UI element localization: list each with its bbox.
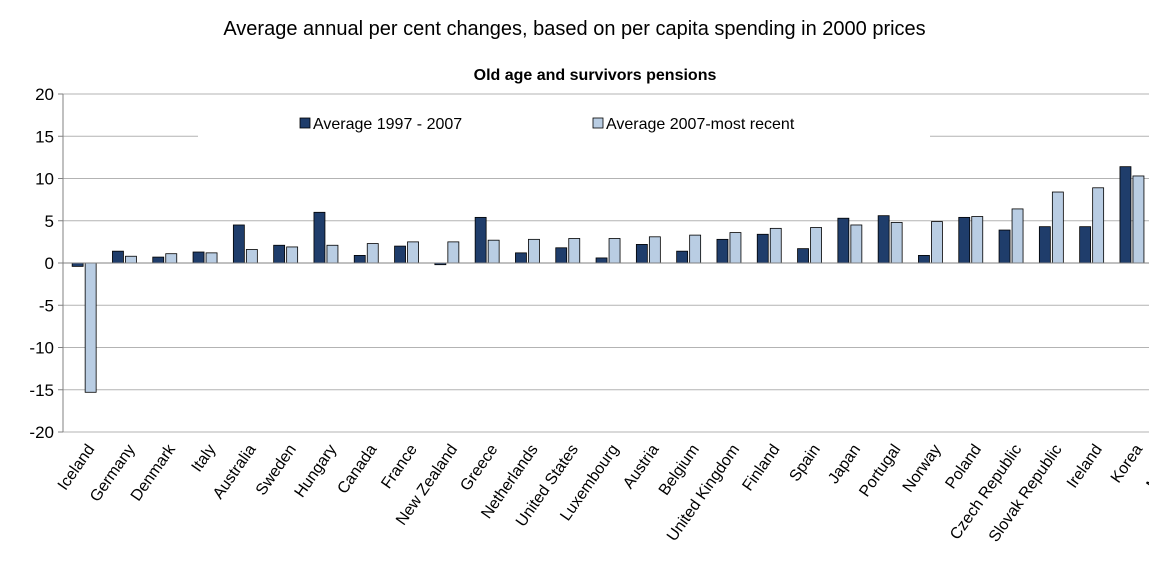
x-tick-label: Canada <box>334 441 380 497</box>
bar-average-1997-2007 <box>918 254 930 264</box>
x-tick-label: Norway <box>900 442 945 496</box>
x-tick-label: France <box>378 441 421 492</box>
bar-average-2007-most-recent <box>1051 191 1064 264</box>
chart-title: Old age and survivors pensions <box>474 67 717 84</box>
axes <box>62 94 1149 432</box>
y-tick-label: 10 <box>35 170 54 189</box>
bar-average-1997-2007 <box>232 224 245 264</box>
x-tick-label: Korea <box>1108 441 1146 486</box>
x-tick-label: Hungary <box>292 442 341 501</box>
y-tick-label: 0 <box>45 254 54 273</box>
bar-average-1997-2007 <box>877 215 890 264</box>
bar-average-1997-2007 <box>353 254 366 264</box>
y-tick-label: -5 <box>39 296 54 315</box>
bar-average-2007-most-recent <box>890 222 903 264</box>
bar-average-1997-2007 <box>676 250 689 264</box>
bar-average-1997-2007 <box>313 211 326 264</box>
legend-swatch <box>592 117 604 129</box>
bar-average-2007-most-recent <box>971 216 984 264</box>
bar-average-2007-most-recent <box>810 227 822 264</box>
bar-average-1997-2007 <box>273 244 286 264</box>
bar-average-1997-2007 <box>515 252 527 264</box>
bars <box>71 166 1145 393</box>
bar-average-1997-2007 <box>71 262 84 267</box>
y-tick-label: 15 <box>35 127 54 146</box>
x-tick-label: Poland <box>943 442 986 493</box>
bar-average-2007-most-recent <box>205 252 218 264</box>
bar-average-2007-most-recent <box>568 238 581 264</box>
bar-average-2007-most-recent <box>769 227 782 264</box>
x-tick-label: United Kingdom <box>664 442 743 545</box>
bar-average-2007-most-recent <box>608 238 621 264</box>
bar-average-1997-2007 <box>555 247 568 264</box>
bar-average-1997-2007 <box>112 250 124 264</box>
bar-average-1997-2007 <box>152 256 165 264</box>
x-tick-label: Iceland <box>55 442 99 494</box>
y-tick-label: -15 <box>29 381 54 400</box>
x-tick-label: Ireland <box>1064 442 1106 492</box>
x-tick-label: Italy <box>189 442 220 476</box>
bar-average-2007-most-recent <box>447 241 460 264</box>
bar-average-2007-most-recent <box>84 262 97 393</box>
legend: Average 1997 - 2007 Average 2007-most rec… <box>198 114 930 138</box>
bar-average-1997-2007 <box>1119 166 1132 264</box>
y-tick-label: -20 <box>29 423 54 442</box>
bar-average-1997-2007 <box>998 229 1011 264</box>
bar-average-2007-most-recent <box>648 236 661 264</box>
y-tick-label: -10 <box>29 339 54 358</box>
x-tick-label: Portugal <box>856 442 904 501</box>
bar-average-2007-most-recent <box>165 253 178 264</box>
legend-label: Average 2007-most recent <box>606 116 795 133</box>
x-tick-label: Slovak Republic <box>986 442 1066 546</box>
bar-average-2007-most-recent <box>407 241 419 264</box>
bar-average-2007-most-recent <box>689 234 702 264</box>
y-tick-label: 5 <box>45 212 54 231</box>
bar-average-1997-2007 <box>797 248 809 264</box>
bar-average-2007-most-recent <box>1092 187 1105 264</box>
legend-swatch <box>299 117 311 129</box>
bar-average-1997-2007 <box>756 233 769 264</box>
bar-average-1997-2007 <box>837 217 850 264</box>
legend-label: Average 1997 - 2007 <box>313 116 462 133</box>
x-tick-label: Greece <box>457 441 501 494</box>
bar-average-1997-2007 <box>716 238 729 264</box>
x-tick-label: Czech Republic <box>947 442 1025 544</box>
y-tick-label: 20 <box>35 85 54 104</box>
bar-average-1997-2007 <box>1079 226 1092 264</box>
bar-average-1997-2007 <box>474 216 487 264</box>
bar-average-2007-most-recent <box>366 243 379 264</box>
bar-average-2007-most-recent <box>487 239 500 264</box>
bar-average-2007-most-recent <box>528 238 540 264</box>
x-tick-label: Austria <box>620 441 663 492</box>
bar-average-1997-2007 <box>635 244 648 264</box>
legend-box <box>198 114 930 138</box>
bar-average-1997-2007 <box>958 216 971 264</box>
x-tick-label: Mexico <box>1144 441 1149 492</box>
bar-average-2007-most-recent <box>1132 175 1145 264</box>
bar-average-1997-2007 <box>595 257 608 264</box>
page-title: Average annual per cent changes, based o… <box>223 18 926 40</box>
x-tick-label: Spain <box>786 442 823 485</box>
bar-average-1997-2007 <box>192 251 205 264</box>
x-tick-label: Finland <box>739 442 783 495</box>
bar-average-2007-most-recent <box>125 255 137 264</box>
bar-average-2007-most-recent <box>931 221 943 264</box>
y-axis-ticks: 20 15 10 5 0 -5 -10 -15 -20 <box>29 85 63 442</box>
bar-average-2007-most-recent <box>286 246 299 264</box>
bar-average-2007-most-recent <box>1011 208 1024 264</box>
bar-average-2007-most-recent <box>245 249 258 264</box>
bar-average-2007-most-recent <box>850 224 863 264</box>
bar-average-2007-most-recent <box>326 244 339 264</box>
bar-average-2007-most-recent <box>729 232 742 264</box>
bar-average-1997-2007 <box>394 245 406 264</box>
x-tick-label: Japan <box>825 442 864 487</box>
bar-average-1997-2007 <box>1038 226 1051 264</box>
